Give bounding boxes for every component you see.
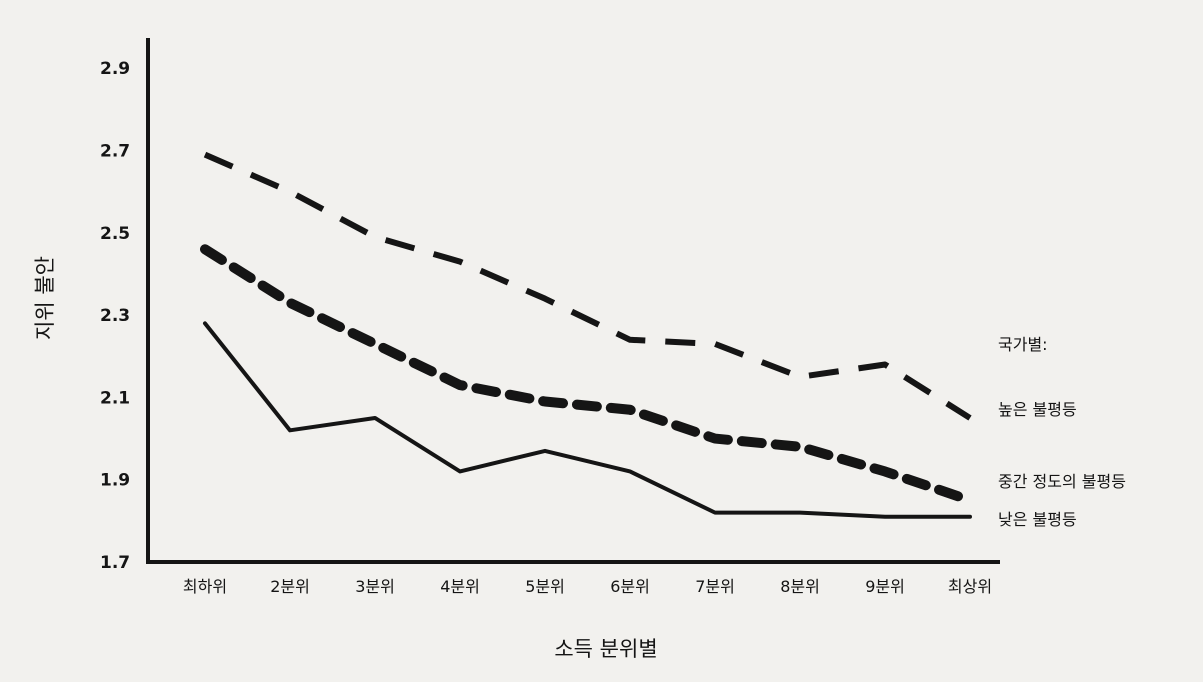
y-tick-label: 2.5 [100,224,130,244]
series-line-medium-inequality [200,244,975,506]
x-tick-label: 3분위 [355,577,395,596]
x-axis-title: 소득 분위별 [554,637,657,661]
y-tick-labels: 2.9 2.7 2.5 2.3 2.1 1.9 1.7 [100,59,130,573]
x-tick-label: 7분위 [695,577,735,596]
legend-label-medium-inequality: 중간 정도의 불평등 [998,472,1126,491]
y-tick-label: 2.9 [100,59,130,79]
x-tick-labels: 최하위 2분위 3분위 4분위 5분위 6분위 7분위 8분위 9분위 최상위 [183,577,992,596]
x-tick-label: 6분위 [610,577,650,596]
series-line-low-inequality [203,321,972,519]
legend-label-low-inequality: 낮은 불평등 [998,510,1077,529]
x-tick-label: 2분위 [270,577,310,596]
y-tick-label: 2.3 [100,306,130,326]
x-tick-label: 5분위 [525,577,565,596]
series-line-high-inequality [203,151,972,421]
y-tick-label: 2.7 [100,142,130,162]
x-tick-label: 9분위 [865,577,905,596]
y-tick-label: 1.9 [100,471,130,491]
legend-title: 국가별: [998,335,1048,354]
chart-axes [146,38,1000,564]
x-tick-label: 8분위 [780,577,820,596]
y-axis-title: 지위 불안 [33,256,57,340]
legend: 국가별: 높은 불평등 중간 정도의 불평등 낮은 불평등 [998,335,1126,529]
x-tick-label: 최상위 [948,577,992,596]
x-tick-label: 최하위 [183,577,227,596]
y-tick-label: 2.1 [100,388,130,408]
legend-label-high-inequality: 높은 불평등 [998,400,1077,419]
series-lines [200,151,975,519]
x-tick-label: 4분위 [440,577,480,596]
y-tick-label: 1.7 [100,553,130,573]
